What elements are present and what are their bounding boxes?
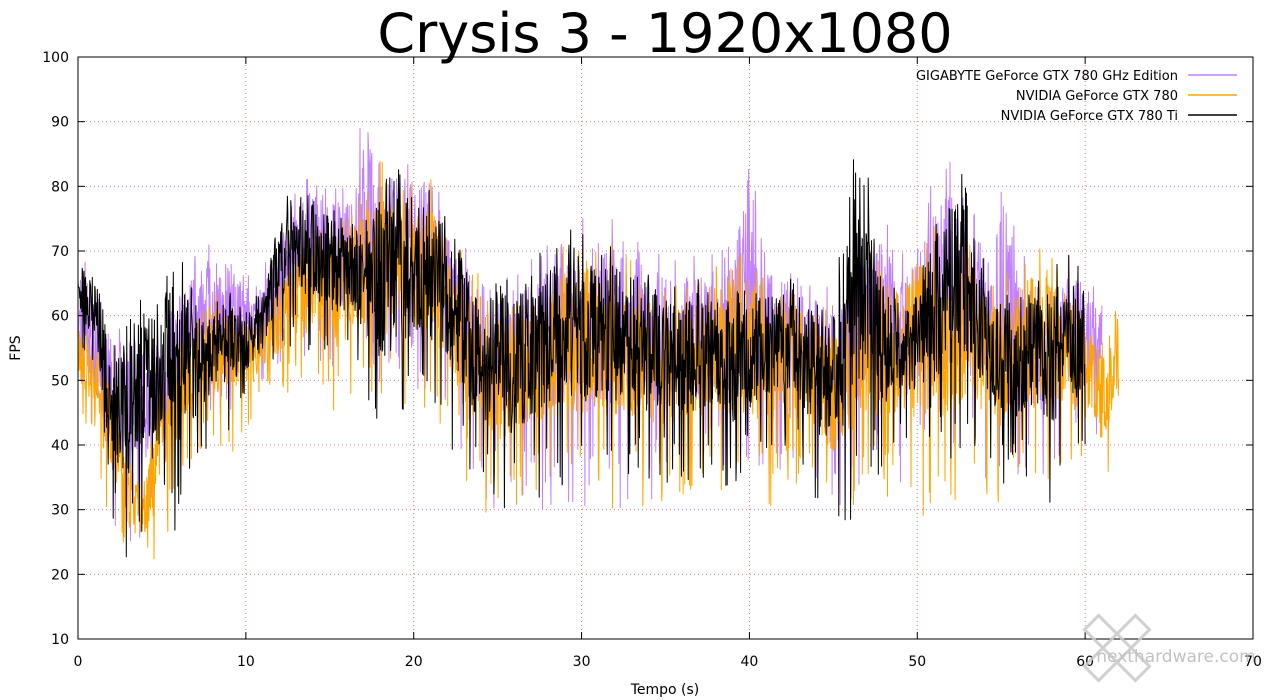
x-tick-label: 0 xyxy=(74,654,83,670)
grid xyxy=(78,57,1253,639)
legend-label: NVIDIA GeForce GTX 780 xyxy=(1016,89,1178,104)
y-tick-label: 40 xyxy=(51,438,69,454)
x-tick-label: 10 xyxy=(237,654,255,670)
series-layer xyxy=(77,127,1120,560)
x-axis-label: Tempo (s) xyxy=(630,682,700,698)
y-tick-label: 80 xyxy=(51,179,69,195)
x-tick-label: 30 xyxy=(573,654,591,670)
y-tick-label: 60 xyxy=(51,309,69,325)
watermark-x-icon xyxy=(1082,613,1152,683)
y-tick-label: 30 xyxy=(51,503,69,519)
x-tick-label: 40 xyxy=(741,654,759,670)
plot-frame xyxy=(77,56,1254,640)
y-tick-label: 100 xyxy=(42,50,69,66)
axes: 0 10 20 30 40 50 60 70 10 20 30 40 50 60 70 80 90 100 xyxy=(42,50,1262,670)
y-tick-label: 90 xyxy=(51,115,69,131)
legend: GIGABYTE GeForce GTX 780 GHz Edition NVID… xyxy=(916,69,1237,124)
x-tick-label: 20 xyxy=(405,654,423,670)
legend-label: GIGABYTE GeForce GTX 780 GHz Edition xyxy=(916,69,1178,84)
chart-title: Crysis 3 - 1920x1080 xyxy=(377,2,952,65)
x-tick-label: 60 xyxy=(1076,654,1094,670)
watermark-logo: nexthardware.com xyxy=(1082,613,1256,683)
y-tick-label: 10 xyxy=(51,632,69,648)
legend-label: NVIDIA GeForce GTX 780 Ti xyxy=(1001,109,1178,124)
y-tick-label: 70 xyxy=(51,244,69,260)
x-tick-label: 70 xyxy=(1244,654,1262,670)
series-line xyxy=(77,159,1086,558)
watermark-text: nexthardware.com xyxy=(1096,647,1255,667)
y-tick-label: 50 xyxy=(51,373,69,389)
x-tick-label: 50 xyxy=(908,654,926,670)
y-axis-label: FPS xyxy=(8,335,24,360)
y-tick-label: 20 xyxy=(51,567,69,583)
